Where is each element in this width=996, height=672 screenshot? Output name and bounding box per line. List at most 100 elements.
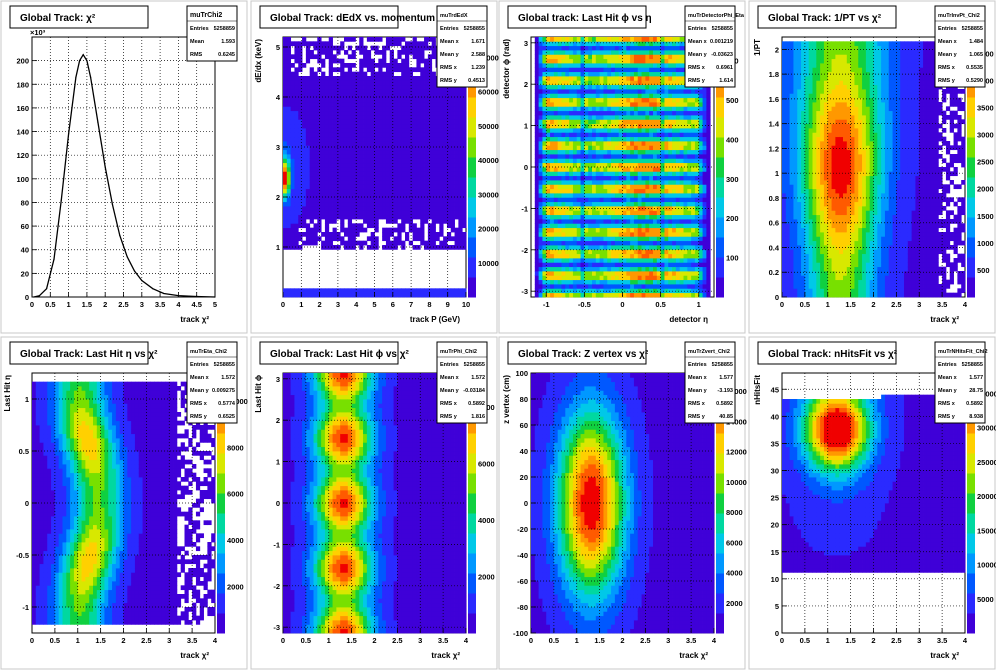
heatmap-cell [592, 136, 597, 142]
heatmap-cell [332, 227, 337, 233]
heatmap-cell [603, 119, 608, 125]
heatmap-cell [557, 93, 562, 99]
heatmap-cell [363, 102, 368, 107]
heatmap-cell [340, 162, 345, 168]
heatmap-cell [351, 162, 356, 168]
heatmap-cell [611, 223, 616, 229]
heatmap-cell [679, 210, 684, 216]
heatmap-cell [584, 115, 589, 120]
heatmap-cell [546, 50, 551, 55]
heatmap-cell [431, 141, 436, 146]
heatmap-cell [645, 93, 650, 99]
heatmap-cell [553, 50, 559, 55]
heatmap-cell [321, 162, 326, 168]
heatmap-cell [359, 158, 364, 164]
heatmap-cell [572, 84, 578, 90]
heatmap-cell [649, 154, 654, 159]
heatmap-cell [283, 110, 288, 116]
x-tick-label: 4 [354, 300, 359, 309]
heatmap-cell [679, 275, 684, 281]
heatmap-cell [553, 89, 559, 94]
heatmap-cell [286, 180, 292, 185]
heatmap-cell [672, 197, 677, 203]
heatmap-cell [687, 232, 692, 237]
heatmap-cell [679, 145, 684, 151]
heatmap-cell [641, 214, 646, 220]
heatmap-cell [580, 201, 585, 207]
heatmap-cell [599, 106, 604, 112]
heatmap-cell [569, 201, 574, 207]
heatmap-cell [698, 253, 703, 259]
heatmap-cell [565, 167, 570, 172]
heatmap-cell [378, 149, 383, 155]
heatmap-cell [290, 106, 295, 112]
heatmap-cell [366, 175, 372, 181]
heatmap-cell [370, 145, 375, 151]
heatmap-cell [694, 162, 700, 168]
heatmap-cell [622, 223, 627, 229]
heatmap-cell [427, 63, 433, 68]
heatmap-cell [416, 214, 421, 220]
heatmap-cell [679, 175, 684, 181]
heatmap-cell [588, 132, 593, 138]
heatmap-cell [321, 136, 326, 142]
heatmap-cell [427, 37, 433, 42]
heatmap-cell [607, 145, 612, 151]
heatmap-cell [630, 80, 635, 86]
heatmap-cell [412, 162, 417, 168]
heatmap-cell [626, 210, 631, 216]
heatmap-cell [302, 84, 307, 90]
heatmap-cell [397, 110, 402, 116]
heatmap-cell [618, 275, 623, 281]
heatmap-cell [618, 76, 623, 81]
heatmap-cell [592, 58, 597, 64]
heatmap-cell [546, 63, 551, 68]
heatmap-cell [355, 128, 360, 133]
heatmap-cell [649, 188, 654, 194]
heatmap-cell [378, 154, 383, 159]
heatmap-cell [336, 236, 341, 242]
heatmap-cell [355, 119, 360, 125]
heatmap-cell [653, 214, 658, 220]
heatmap-cell [305, 197, 311, 203]
heatmap-cell [424, 149, 429, 155]
heatmap-cell [374, 245, 379, 250]
heatmap-cell [317, 123, 322, 129]
heatmap-cell [374, 45, 379, 51]
heatmap-cell [283, 115, 288, 120]
heatmap-cell [633, 180, 639, 185]
heatmap-cell [607, 219, 612, 224]
heatmap-cell [344, 201, 349, 207]
heatmap-cell [649, 93, 654, 99]
heatmap-cell [355, 123, 360, 129]
heatmap-cell [393, 175, 398, 181]
heatmap-cell [401, 197, 406, 203]
heatmap-cell [298, 171, 303, 177]
heatmap-cell [668, 167, 673, 172]
heatmap-cell [534, 102, 540, 107]
heatmap-cell [305, 232, 311, 237]
heatmap-cell [599, 149, 604, 155]
heatmap-cell [363, 201, 368, 207]
heatmap-cell [431, 71, 436, 77]
heatmap-cell [534, 145, 540, 151]
heatmap-cell [550, 154, 555, 159]
heatmap-cell [630, 128, 635, 133]
heatmap-cell [546, 206, 551, 211]
heatmap-cell [588, 210, 593, 216]
heatmap-cell [603, 180, 608, 185]
heatmap-cell [450, 188, 455, 194]
heatmap-cell [420, 71, 425, 77]
heatmap-cell [637, 271, 642, 276]
heatmap-cell [538, 236, 543, 242]
heatmap-cell [401, 50, 406, 55]
heatmap-cell [618, 50, 623, 55]
heatmap-cell [313, 232, 318, 237]
heatmap-cell [332, 106, 337, 112]
heatmap-cell [302, 132, 307, 138]
heatmap-cell [599, 171, 604, 177]
heatmap-cell [572, 197, 578, 203]
heatmap-cell [344, 193, 349, 198]
heatmap-cell [416, 201, 421, 207]
heatmap-cell [668, 253, 673, 259]
